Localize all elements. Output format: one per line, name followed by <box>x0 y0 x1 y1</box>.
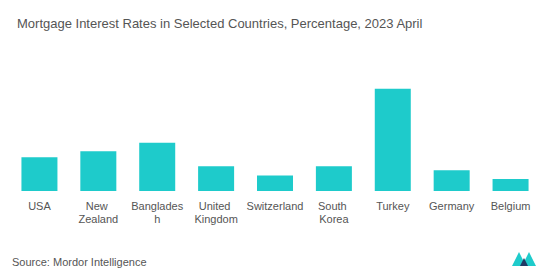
svg-text:Korea: Korea <box>319 213 349 225</box>
svg-text:New: New <box>86 200 111 212</box>
svg-text:Belgium: Belgium <box>491 200 531 212</box>
svg-text:h: h <box>154 213 160 225</box>
svg-text:Germany: Germany <box>429 200 475 212</box>
svg-text:Banglades: Banglades <box>131 200 183 212</box>
svg-text:Source: Mordor Intelligence: Source: Mordor Intelligence <box>12 256 147 268</box>
svg-text:Kingdom: Kingdom <box>194 213 237 225</box>
svg-text:USA: USA <box>28 200 51 212</box>
svg-text:United: United <box>199 200 234 212</box>
svg-text:Zealand: Zealand <box>78 213 118 225</box>
svg-text:Mortgage Interest Rates in Sel: Mortgage Interest Rates in Selected Coun… <box>17 16 423 31</box>
svg-text:South: South <box>318 200 350 212</box>
svg-text:Turkey: Turkey <box>376 200 410 212</box>
svg-text:Switzerland: Switzerland <box>247 200 304 212</box>
